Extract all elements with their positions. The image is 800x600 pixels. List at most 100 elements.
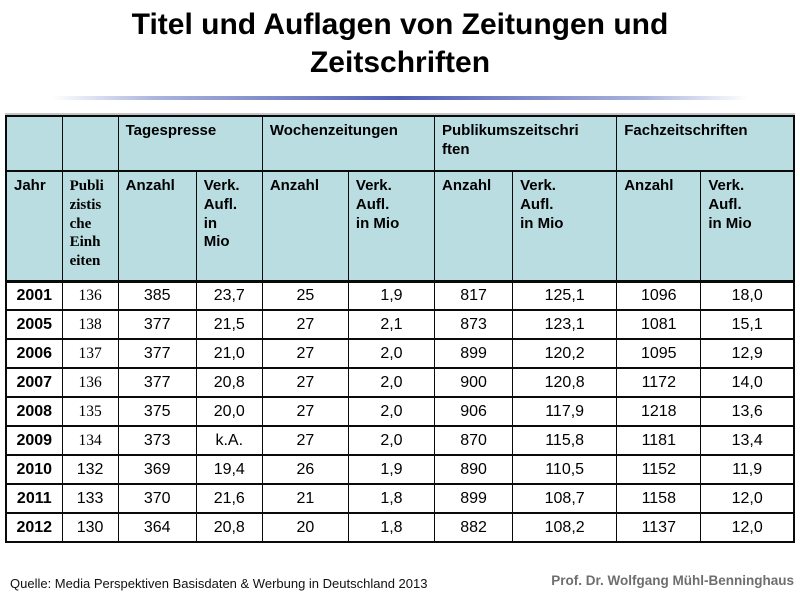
col-header-anzahl-wochenzeitungen: Anzahl	[261, 170, 349, 283]
cell-wochenzeitungen-anzahl: 27	[261, 396, 349, 427]
cell-wochenzeitungen-verk: 1,9	[347, 280, 436, 311]
cell-tagespresse-anzahl: 373	[117, 425, 197, 456]
col-header-publizistische-einheiten: Publi zistis che Einh eiten	[61, 170, 119, 283]
group-header-tagespresse: Tagespresse	[117, 115, 263, 172]
cell-wochenzeitungen-anzahl: 27	[261, 367, 349, 398]
empty-header-cell	[5, 115, 63, 172]
cell-publikumszeitschriften-anzahl: 870	[433, 425, 514, 456]
cell-publikumszeitschriften-anzahl: 817	[433, 280, 514, 311]
cell-tagespresse-verk: 21,0	[195, 338, 263, 369]
cell-publikumszeitschriften-verk: 117,9	[512, 396, 618, 427]
cell-wochenzeitungen-anzahl: 27	[261, 309, 349, 340]
table-row: 2011 133 370 21,6 21 1,8 899 108,7 1158 …	[5, 483, 795, 514]
cell-wochenzeitungen-verk: 2,1	[347, 309, 436, 340]
cell-fachzeitschriften-verk: 14,0	[700, 367, 795, 398]
table-row: 2005 138 377 21,5 27 2,1 873 123,1 1081 …	[5, 309, 795, 340]
cell-tagespresse-verk: 21,6	[195, 483, 263, 514]
cell-tagespresse-anzahl: 364	[117, 512, 197, 543]
cell-tagespresse-verk: 21,5	[195, 309, 263, 340]
table-row: 2006 137 377 21,0 27 2,0 899 120,2 1095 …	[5, 338, 795, 369]
circulation-table: Tagespresse Wochenzeitungen Publikumszei…	[5, 115, 795, 543]
group-header-publikumszeitschriften: Publikumszeitschri ften	[433, 115, 618, 172]
cell-wochenzeitungen-verk: 2,0	[347, 367, 436, 398]
cell-fachzeitschriften-anzahl: 1158	[616, 483, 702, 514]
cell-jahr: 2008	[5, 396, 63, 427]
cell-fachzeitschriften-anzahl: 1172	[616, 367, 702, 398]
cell-publikumszeitschriften-anzahl: 899	[433, 483, 514, 514]
cell-tagespresse-verk: k.A.	[195, 425, 263, 456]
cell-fachzeitschriften-anzahl: 1152	[616, 454, 702, 485]
cell-tagespresse-verk: 20,0	[195, 396, 263, 427]
cell-fachzeitschriften-verk: 13,6	[700, 396, 795, 427]
cell-wochenzeitungen-verk: 1,9	[347, 454, 436, 485]
title-divider-line	[52, 96, 748, 100]
cell-fachzeitschriften-anzahl: 1096	[616, 280, 702, 311]
table-row: 2009 134 373 k.A. 27 2,0 870 115,8 1181 …	[5, 425, 795, 456]
col-header-jahr: Jahr	[5, 170, 63, 283]
empty-header-cell	[61, 115, 119, 172]
cell-publikumszeitschriften-verk: 110,5	[512, 454, 618, 485]
page-title: Titel und Auflagen von Zeitungen und Zei…	[131, 8, 669, 79]
cell-tagespresse-verk: 20,8	[195, 367, 263, 398]
cell-publizistische-einheiten: 135	[61, 396, 119, 427]
cell-jahr: 2009	[5, 425, 63, 456]
cell-publikumszeitschriften-verk: 108,2	[512, 512, 618, 543]
cell-wochenzeitungen-verk: 2,0	[347, 425, 436, 456]
table-row: 2010 132 369 19,4 26 1,9 890 110,5 1152 …	[5, 454, 795, 485]
cell-fachzeitschriften-verk: 18,0	[700, 280, 795, 311]
cell-jahr: 2010	[5, 454, 63, 485]
cell-tagespresse-anzahl: 369	[117, 454, 197, 485]
cell-tagespresse-anzahl: 377	[117, 338, 197, 369]
table-row: 2012 130 364 20,8 20 1,8 882 108,2 1137 …	[5, 512, 795, 543]
cell-jahr: 2005	[5, 309, 63, 340]
cell-wochenzeitungen-anzahl: 20	[261, 512, 349, 543]
table-group-header-row: Tagespresse Wochenzeitungen Publikumszei…	[5, 115, 795, 172]
col-header-anzahl-fachzeitschriften: Anzahl	[616, 170, 702, 283]
cell-jahr: 2007	[5, 367, 63, 398]
cell-publizistische-einheiten: 130	[61, 512, 119, 543]
cell-publikumszeitschriften-verk: 108,7	[512, 483, 618, 514]
cell-tagespresse-verk: 19,4	[195, 454, 263, 485]
cell-wochenzeitungen-anzahl: 27	[261, 338, 349, 369]
cell-fachzeitschriften-anzahl: 1218	[616, 396, 702, 427]
cell-fachzeitschriften-verk: 12,0	[700, 512, 795, 543]
group-header-fachzeitschriften: Fachzeitschriften	[616, 115, 795, 172]
col-header-verk-aufl-fachzeitschriften: Verk. Aufl. in Mio	[700, 170, 795, 283]
table-row: 2001 136 385 23,7 25 1,9 817 125,1 1096 …	[5, 280, 795, 311]
cell-publizistische-einheiten: 132	[61, 454, 119, 485]
source-note: Quelle: Media Perspektiven Basisdaten & …	[10, 576, 428, 591]
cell-tagespresse-anzahl: 385	[117, 280, 197, 311]
group-header-wochenzeitungen: Wochenzeitungen	[261, 115, 436, 172]
cell-fachzeitschriften-verk: 11,9	[700, 454, 795, 485]
author-credit: Prof. Dr. Wolfgang Mühl-Benninghaus	[551, 573, 794, 588]
cell-tagespresse-anzahl: 377	[117, 367, 197, 398]
col-header-verk-aufl-wochenzeitungen: Verk. Aufl. in Mio	[347, 170, 436, 283]
cell-jahr: 2006	[5, 338, 63, 369]
cell-jahr: 2012	[5, 512, 63, 543]
cell-fachzeitschriften-anzahl: 1081	[616, 309, 702, 340]
col-header-verk-aufl-publikumszeitschriften: Verk. Aufl. in Mio	[512, 170, 618, 283]
cell-publizistische-einheiten: 136	[61, 280, 119, 311]
col-header-anzahl-publikumszeitschriften: Anzahl	[433, 170, 514, 283]
table-row: 2008 135 375 20,0 27 2,0 906 117,9 1218 …	[5, 396, 795, 427]
cell-fachzeitschriften-verk: 15,1	[700, 309, 795, 340]
cell-wochenzeitungen-verk: 1,8	[347, 512, 436, 543]
cell-fachzeitschriften-anzahl: 1181	[616, 425, 702, 456]
cell-wochenzeitungen-anzahl: 26	[261, 454, 349, 485]
cell-publikumszeitschriften-anzahl: 890	[433, 454, 514, 485]
cell-publizistische-einheiten: 133	[61, 483, 119, 514]
cell-wochenzeitungen-verk: 2,0	[347, 338, 436, 369]
cell-publikumszeitschriften-verk: 120,2	[512, 338, 618, 369]
cell-tagespresse-anzahl: 375	[117, 396, 197, 427]
cell-tagespresse-verk: 23,7	[195, 280, 263, 311]
cell-jahr: 2011	[5, 483, 63, 514]
cell-publikumszeitschriften-anzahl: 882	[433, 512, 514, 543]
cell-wochenzeitungen-anzahl: 27	[261, 425, 349, 456]
cell-publizistische-einheiten: 138	[61, 309, 119, 340]
cell-publikumszeitschriften-anzahl: 899	[433, 338, 514, 369]
cell-publikumszeitschriften-anzahl: 906	[433, 396, 514, 427]
cell-publikumszeitschriften-verk: 125,1	[512, 280, 618, 311]
cell-wochenzeitungen-anzahl: 21	[261, 483, 349, 514]
cell-publikumszeitschriften-verk: 120,8	[512, 367, 618, 398]
